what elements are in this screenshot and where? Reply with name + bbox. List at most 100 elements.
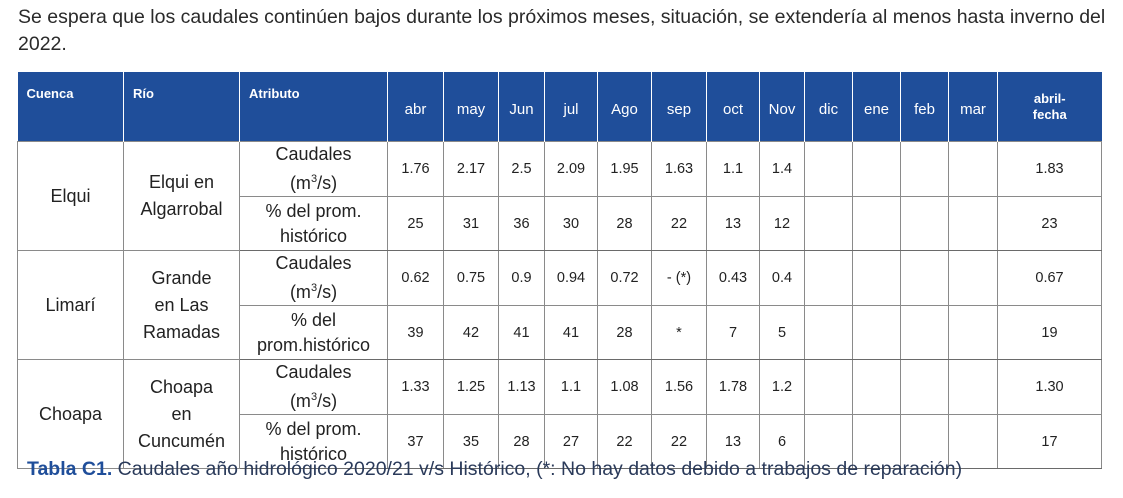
rio-line: Ramadas xyxy=(142,321,221,342)
value-cell: 28 xyxy=(498,414,545,469)
table-row: Choapa Choapa en Cuncumén Caudales (m3/s) 1.33… xyxy=(17,359,1102,469)
rio-cell: Elqui en Algarrobal xyxy=(123,141,240,251)
value-cell: 1.63 xyxy=(651,141,707,197)
value-cell: 0.9 xyxy=(498,250,545,306)
value-cell xyxy=(900,141,949,197)
atributo-line: % del prom. xyxy=(265,200,362,221)
caudales-table: Cuenca Río Atributo abr may Jun jul Ago … xyxy=(17,72,1102,469)
value-cell xyxy=(948,250,998,306)
value-cell xyxy=(852,250,901,306)
value-cell xyxy=(948,305,998,360)
rio-line: Choapa xyxy=(149,376,214,397)
value-cell: 5 xyxy=(759,305,805,360)
value-cell: 0.62 xyxy=(387,250,444,306)
header-cuenca: Cuenca xyxy=(17,72,124,142)
value-cell: 1.76 xyxy=(387,141,444,197)
abril-fecha-cell: 1.30 xyxy=(997,359,1102,415)
value-cell xyxy=(804,250,853,306)
value-cell: 13 xyxy=(706,196,760,251)
value-cell xyxy=(804,305,853,360)
atributo-line: Caudales xyxy=(275,144,352,164)
value-cell: 7 xyxy=(706,305,760,360)
rio-line: en Las xyxy=(154,294,209,315)
abril-fecha-cell: 23 xyxy=(997,196,1102,251)
header-abril-line2: fecha xyxy=(1032,106,1067,122)
value-cell xyxy=(852,359,901,415)
rio-line: Elqui en xyxy=(148,172,215,192)
value-cell: 2.17 xyxy=(443,141,499,197)
value-cell: 1.13 xyxy=(498,359,545,415)
value-cell xyxy=(900,305,949,360)
cuenca-cell: Choapa xyxy=(17,359,124,469)
value-cell: 1.56 xyxy=(651,359,707,415)
header-rio: Río xyxy=(123,72,240,142)
header-abril-fecha: abril-fecha xyxy=(997,72,1102,142)
value-cell: * xyxy=(651,305,707,360)
value-cell: 22 xyxy=(651,196,707,251)
caption-text: Caudales año hidrológico 2020/21 v/s His… xyxy=(112,458,963,480)
atributo-unit: (m xyxy=(289,173,311,193)
cuenca-cell: Limarí xyxy=(17,250,124,360)
table-header-row: Cuenca Río Atributo abr may Jun jul Ago … xyxy=(17,72,1102,142)
value-cell: 1.1 xyxy=(706,141,760,197)
header-month: Ago xyxy=(597,72,652,142)
value-cell: 42 xyxy=(443,305,499,360)
table-row: Elqui Elqui en Algarrobal Caudales (m3/s) 1.7… xyxy=(17,141,1102,251)
rio-cell: Grande en Las Ramadas xyxy=(123,250,240,360)
value-cell: 1.25 xyxy=(443,359,499,415)
rio-line: Algarrobal xyxy=(140,199,223,219)
atributo-caudales-cell: Caudales (m3/s) xyxy=(239,359,388,415)
header-month: abr xyxy=(387,72,444,142)
value-cell: 36 xyxy=(498,196,545,251)
atributo-line: Caudales xyxy=(275,253,352,273)
atributo-unit-sup: 3 xyxy=(310,391,318,403)
cuenca-cell: Elqui xyxy=(17,141,124,251)
value-cell: 28 xyxy=(597,305,652,360)
value-cell: 22 xyxy=(597,414,652,469)
value-cell xyxy=(948,414,998,469)
table-row: % del prom. histórico 25 31 36 30 28 22 13 12 23 xyxy=(18,196,1102,251)
atributo-line: histórico xyxy=(279,225,348,246)
atributo-unit: (m xyxy=(289,282,311,302)
atributo-line: % del prom. xyxy=(265,418,362,439)
value-cell xyxy=(804,359,853,415)
value-cell: 41 xyxy=(498,305,545,360)
value-cell xyxy=(900,250,949,306)
caudales-table-container: Cuenca Río Atributo abr may Jun jul Ago … xyxy=(17,72,1102,469)
abril-fecha-cell: 1.83 xyxy=(997,141,1102,197)
value-cell: 2.5 xyxy=(498,141,545,197)
atributo-line: % del xyxy=(290,309,337,330)
value-cell xyxy=(804,141,853,197)
header-month: sep xyxy=(651,72,707,142)
atributo-pct-cell: % del prom. histórico xyxy=(239,414,388,469)
value-cell xyxy=(900,414,949,469)
atributo-unit-sup: 3 xyxy=(310,173,318,185)
atributo-unit-tail: /s) xyxy=(317,282,338,302)
value-cell: 13 xyxy=(706,414,760,469)
value-cell xyxy=(852,141,901,197)
atributo-pct-cell: % del prom. histórico xyxy=(239,196,388,251)
table-row: % del prom.histórico 39 42 41 41 28 * 7 5 19 xyxy=(18,305,1102,360)
atributo-unit-sup: 3 xyxy=(310,282,318,294)
header-abril-line1: abril- xyxy=(1033,90,1066,106)
value-cell: 0.72 xyxy=(597,250,652,306)
value-cell: 25 xyxy=(387,196,444,251)
value-cell: 1.1 xyxy=(544,359,598,415)
atributo-pct-cell: % del prom.histórico xyxy=(239,305,388,360)
table-caption: Tabla C1. Caudales año hidrológico 2020/… xyxy=(27,458,1117,481)
atributo-unit-tail: /s) xyxy=(317,391,338,411)
value-cell: 41 xyxy=(544,305,598,360)
value-cell xyxy=(948,359,998,415)
value-cell: 0.75 xyxy=(443,250,499,306)
value-cell: 0.94 xyxy=(544,250,598,306)
atributo-caudales-cell: Caudales (m3/s) xyxy=(239,250,388,306)
header-month: dic xyxy=(804,72,853,142)
header-month: Jun xyxy=(498,72,545,142)
value-cell xyxy=(948,196,998,251)
value-cell xyxy=(900,196,949,251)
value-cell xyxy=(900,359,949,415)
header-month: feb xyxy=(900,72,949,142)
value-cell: 28 xyxy=(597,196,652,251)
value-cell: 1.4 xyxy=(759,141,805,197)
rio-cell: Choapa en Cuncumén xyxy=(123,359,240,469)
